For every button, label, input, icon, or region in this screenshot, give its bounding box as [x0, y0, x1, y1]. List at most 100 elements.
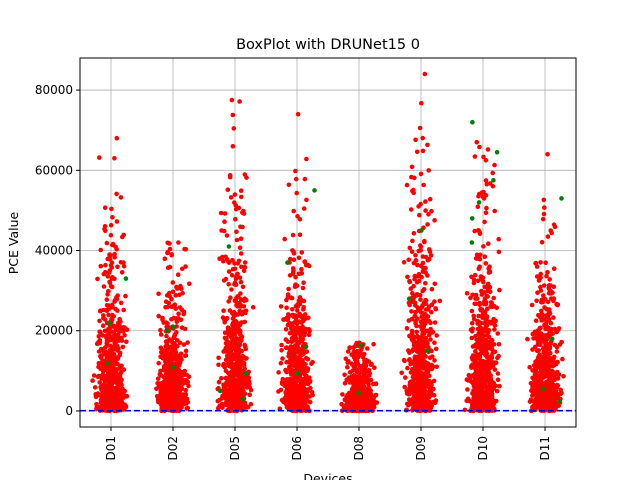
data-point-red — [91, 373, 97, 378]
data-point-red — [120, 395, 126, 401]
data-point-red — [533, 261, 538, 266]
data-point-red — [237, 302, 243, 307]
data-point-red — [427, 367, 432, 372]
data-point-red — [108, 343, 114, 349]
data-point-red — [373, 381, 379, 387]
data-point-red — [541, 197, 547, 203]
data-point-red — [416, 278, 422, 284]
x-axis-label: Devices — [303, 471, 352, 480]
data-point-red — [107, 388, 113, 394]
data-point-red — [482, 400, 488, 406]
data-point-red — [102, 345, 108, 350]
data-point-red — [297, 271, 303, 277]
data-point-red — [494, 388, 500, 394]
data-point-red — [548, 289, 554, 294]
data-point-green — [356, 390, 361, 396]
data-point-red — [107, 392, 112, 398]
data-point-red — [417, 125, 423, 131]
data-point-red — [230, 112, 236, 118]
data-point-red — [471, 395, 476, 401]
data-point-red — [165, 321, 170, 326]
data-point-red — [239, 264, 244, 270]
data-point-red — [278, 360, 284, 366]
data-point-red — [283, 345, 289, 351]
data-point-red — [430, 329, 436, 335]
data-point-red — [298, 336, 304, 342]
data-point-red — [358, 383, 363, 388]
data-point-red — [111, 324, 116, 329]
data-point-red — [483, 210, 489, 216]
data-point-red — [297, 390, 303, 396]
data-point-red — [250, 305, 256, 310]
data-point-red — [309, 361, 314, 367]
data-point-red — [288, 386, 294, 391]
data-point-red — [166, 290, 172, 296]
data-point-red — [300, 285, 306, 291]
data-point-red — [97, 155, 102, 160]
data-point-red — [468, 375, 473, 380]
data-point-red — [485, 330, 491, 336]
x-tick-label: D02 — [166, 436, 180, 461]
data-point-red — [342, 381, 348, 386]
data-point-red — [308, 385, 313, 391]
data-point-red — [530, 385, 535, 390]
data-point-red — [160, 403, 166, 408]
data-point-red — [231, 312, 237, 318]
data-point-red — [282, 236, 288, 242]
data-point-red — [432, 320, 438, 325]
data-point-red — [243, 405, 249, 410]
data-point-green — [312, 188, 317, 193]
data-point-red — [172, 397, 177, 403]
data-point-red — [545, 344, 551, 350]
data-point-red — [302, 372, 308, 377]
data-point-red — [279, 348, 284, 353]
data-point-red — [432, 358, 437, 363]
data-point-green — [170, 364, 176, 370]
data-point-red — [175, 272, 181, 278]
data-point-red — [242, 319, 248, 325]
data-point-red — [486, 345, 492, 351]
data-point-red — [158, 390, 163, 396]
data-point-red — [304, 197, 309, 203]
data-point-red — [496, 342, 502, 347]
data-point-red — [434, 333, 440, 338]
data-point-red — [295, 386, 301, 392]
data-point-red — [428, 320, 433, 326]
data-point-red — [484, 205, 489, 211]
data-point-red — [544, 326, 550, 332]
data-point-red — [156, 291, 161, 297]
data-point-red — [496, 236, 502, 242]
data-point-red — [154, 394, 160, 399]
data-point-red — [470, 381, 476, 386]
data-point-red — [234, 360, 239, 366]
data-point-red — [533, 359, 538, 365]
data-point-red — [162, 256, 168, 262]
data-point-red — [223, 357, 229, 363]
data-point-red — [96, 364, 101, 370]
y-tick-label: 80000 — [35, 83, 73, 97]
y-tick-label: 0 — [65, 404, 73, 418]
data-point-red — [434, 364, 440, 370]
data-point-red — [475, 390, 480, 395]
data-point-red — [111, 345, 117, 351]
data-point-red — [469, 308, 475, 314]
data-point-red — [475, 326, 481, 332]
data-point-red — [223, 387, 228, 393]
data-point-red — [116, 372, 122, 377]
data-point-red — [181, 342, 187, 347]
data-point-red — [416, 336, 422, 342]
data-point-red — [364, 393, 369, 399]
data-point-red — [371, 341, 376, 347]
data-point-red — [289, 339, 295, 345]
data-point-red — [304, 405, 310, 410]
data-point-red — [541, 346, 546, 352]
data-point-red — [109, 316, 114, 322]
data-point-red — [229, 378, 235, 383]
data-point-red — [551, 284, 557, 290]
data-point-green — [170, 324, 176, 330]
data-point-red — [185, 405, 191, 411]
data-point-red — [288, 295, 294, 301]
data-point-red — [294, 283, 300, 289]
data-point-red — [97, 380, 102, 385]
